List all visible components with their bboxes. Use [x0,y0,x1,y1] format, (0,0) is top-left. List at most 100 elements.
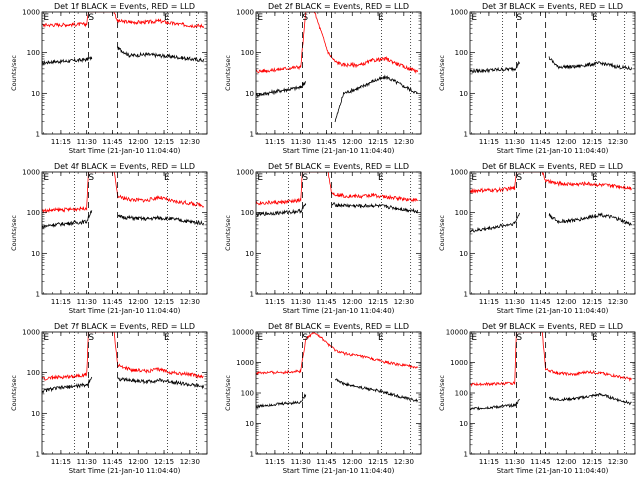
y-tick-label: 10 [459,90,468,98]
x-tick-label: 11:15 [479,298,499,306]
y-tick-label: 1000 [450,359,468,367]
series-line-0 [256,378,418,409]
panel-det-1: Det 1f BLACK = Events, RED = LLD E S E 1 10 10… [10,2,208,155]
time-marker-label: E [378,13,384,23]
x-tick-label: 12:15 [582,458,602,466]
y-tick-label: 10 [459,420,468,428]
series-line-1 [470,172,632,195]
y-tick-label: 1 [36,291,40,299]
y-tick-label: 10 [245,420,254,428]
y-tick-label: 10 [459,250,468,258]
time-marker-label: S [516,13,522,23]
y-axis-label: Counts/sec [10,55,18,91]
series-line-0 [256,74,418,123]
panel-det-4: Det 4f BLACK = Events, RED = LLD E S E 1 10 10… [10,162,208,315]
time-marker-label: E [43,173,49,183]
x-tick-label: 12:30 [180,298,200,306]
x-tick-label: 11:45 [316,298,336,306]
panel-title: Det 1f BLACK = Events, RED = LLD [54,2,195,11]
y-tick-label: 1 [464,291,468,299]
series-line-0 [470,56,632,74]
time-marker-label: E [164,333,170,343]
x-tick-label: 11:15 [51,298,71,306]
y-axis-label: Counts/sec [224,215,232,251]
time-marker-label: E [471,333,477,343]
time-marker-label: S [516,173,522,183]
x-tick-label: 12:30 [394,298,414,306]
panel-title: Det 5f BLACK = Events, RED = LLD [268,162,409,171]
y-tick-label: 100 [455,209,468,217]
x-axis-label: Start Time (21-Jan-10 11:04:40) [283,467,395,475]
x-tick-label: 11:30 [291,298,311,306]
x-tick-label: 12:30 [180,458,200,466]
y-tick-label: 10 [245,250,254,258]
series-line-1 [42,172,204,214]
time-marker-label: E [592,333,598,343]
x-tick-label: 12:30 [394,458,414,466]
plot-frame [255,11,422,135]
x-tick-label: 11:15 [479,458,499,466]
x-tick-label: 12:00 [128,138,148,146]
panel-title: Det 7f BLACK = Events, RED = LLD [54,322,195,331]
y-tick-label: 10000 [232,329,254,337]
y-tick-label: 1000 [450,9,468,17]
time-marker-label: E [257,13,263,23]
panel-title: Det 2f BLACK = Events, RED = LLD [268,2,409,11]
x-tick-label: 12:15 [368,298,388,306]
x-axis-label: Start Time (21-Jan-10 11:04:40) [283,147,395,155]
time-marker-label: E [592,173,598,183]
y-tick-label: 1 [464,131,468,139]
panel-title: Det 6f BLACK = Events, RED = LLD [482,162,623,171]
time-marker-label: S [88,13,94,23]
y-tick-label: 10 [245,90,254,98]
y-tick-label: 100 [241,209,254,217]
panel-det-3: Det 3f BLACK = Events, RED = LLD E S E 1 10 10… [438,2,636,155]
plot-frame [469,11,636,135]
x-tick-label: 11:45 [530,458,550,466]
x-tick-label: 11:30 [505,298,525,306]
x-tick-label: 11:45 [102,138,122,146]
y-axis-label: Counts/sec [224,55,232,91]
x-tick-label: 12:15 [154,298,174,306]
x-tick-label: 11:15 [51,458,71,466]
x-tick-label: 11:15 [265,138,285,146]
time-marker-label: E [378,333,384,343]
plot-frame [255,171,422,295]
x-tick-label: 11:15 [265,298,285,306]
y-axis-label: Counts/sec [10,215,18,251]
x-tick-label: 12:15 [368,138,388,146]
y-tick-label: 10 [31,90,40,98]
y-axis-label: Counts/sec [10,375,18,411]
x-axis-label: Start Time (21-Jan-10 11:04:40) [497,467,609,475]
y-tick-label: 1 [250,451,254,459]
y-tick-label: 100 [27,369,40,377]
time-marker-label: S [302,173,308,183]
time-marker-label: E [378,173,384,183]
y-tick-label: 100 [241,390,254,398]
x-tick-label: 11:15 [479,138,499,146]
y-tick-label: 10000 [446,329,468,337]
x-tick-label: 12:00 [556,458,576,466]
series-line-0 [42,46,204,66]
x-axis-label: Start Time (21-Jan-10 11:04:40) [283,307,395,315]
plot-frame [41,171,208,295]
time-marker-label: E [43,13,49,23]
x-tick-label: 11:30 [291,458,311,466]
time-marker-label: E [164,13,170,23]
x-tick-label: 12:00 [556,138,576,146]
panel-det-5: Det 5f BLACK = Events, RED = LLD E S E 1 10 10… [224,162,422,315]
x-tick-label: 11:30 [505,138,525,146]
panel-title: Det 3f BLACK = Events, RED = LLD [482,2,623,11]
time-marker-label: S [302,13,308,23]
x-tick-label: 11:45 [102,298,122,306]
y-axis-label: Counts/sec [438,55,446,91]
x-tick-label: 12:30 [394,138,414,146]
y-tick-label: 100 [27,49,40,57]
y-tick-label: 1 [36,451,40,459]
y-tick-label: 100 [455,49,468,57]
y-tick-label: 1 [36,131,40,139]
time-marker-label: S [88,333,94,343]
x-tick-label: 11:15 [265,458,285,466]
x-tick-label: 11:45 [316,138,336,146]
x-tick-label: 11:30 [77,298,97,306]
